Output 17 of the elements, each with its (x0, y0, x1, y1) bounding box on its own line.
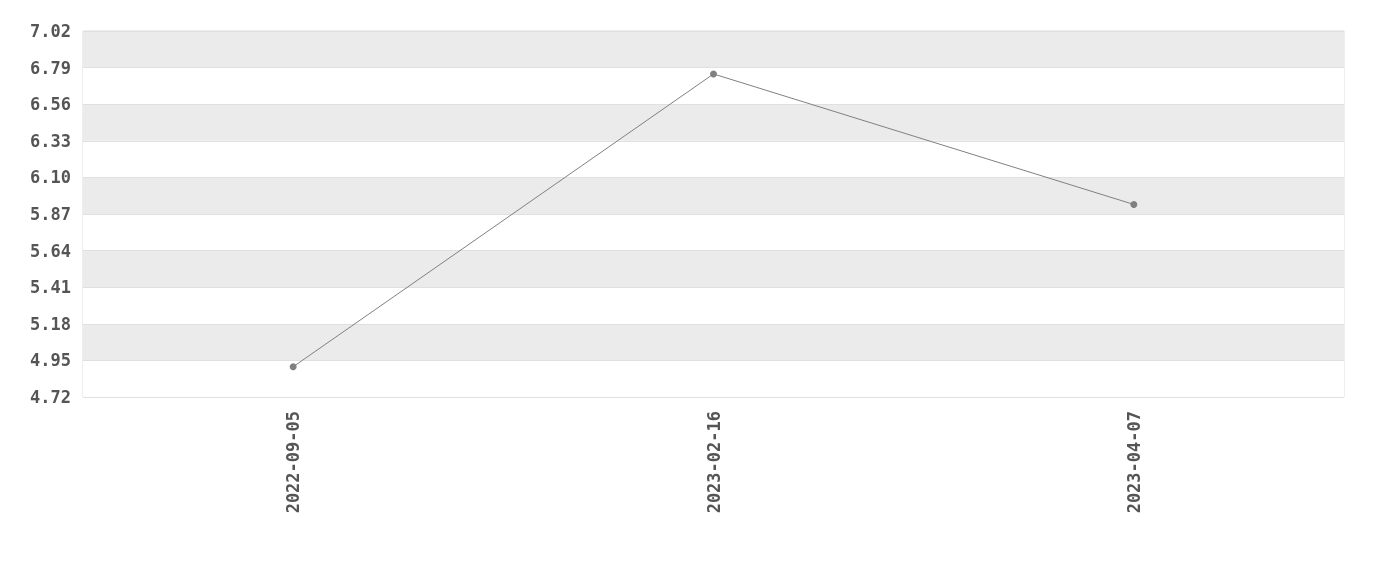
y-tick-label: 6.79 (30, 57, 71, 78)
y-tick-label: 5.41 (30, 277, 71, 298)
point (289, 363, 297, 371)
y-tick-label: 7.02 (30, 21, 71, 41)
y-tick-label: 6.10 (30, 167, 71, 188)
point (1130, 200, 1138, 208)
y-tick-label: 6.56 (30, 94, 71, 115)
y-tick-label: 4.72 (30, 387, 71, 407)
y-tick-label: 6.33 (30, 130, 71, 151)
y-tick-label: 4.95 (30, 350, 71, 371)
x-tick-label: 2023-04-07 (1123, 411, 1144, 514)
y-tick-label: 5.64 (30, 240, 71, 261)
y-tick-label: 5.87 (30, 204, 71, 224)
point (710, 70, 717, 78)
x-tick-label: 2023-02-16 (703, 411, 724, 514)
x-tick-label: 2022-09-05 (283, 411, 304, 514)
y-tick-label: 5.18 (30, 313, 71, 334)
